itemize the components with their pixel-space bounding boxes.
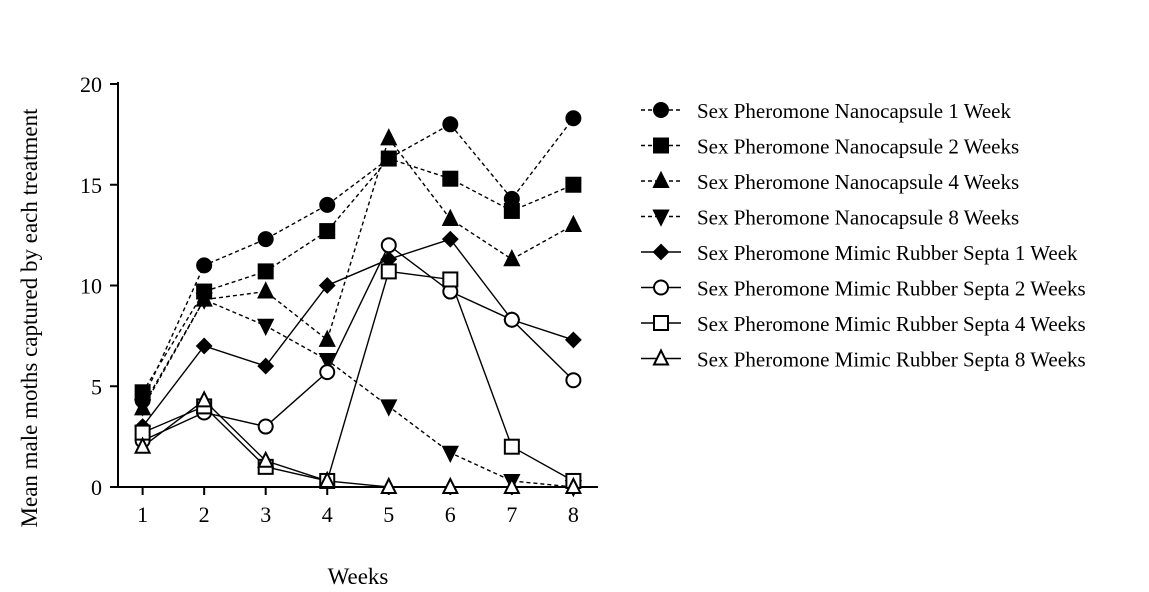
legend-marker <box>653 137 669 154</box>
data-point-s4-2 <box>195 292 213 310</box>
legend-marker <box>653 315 669 331</box>
data-point-s8-1 <box>133 436 152 454</box>
series-line-6 <box>142 244 574 442</box>
data-point-s1-2 <box>196 257 213 274</box>
legend-marker <box>652 348 670 366</box>
data-point-s8-8 <box>564 476 583 494</box>
data-point-s3-5 <box>380 128 398 146</box>
y-tick-label: 0 <box>91 475 102 500</box>
data-point-s1-6 <box>442 116 459 133</box>
x-tick-label: 4 <box>322 502 333 527</box>
data-point-s5-3 <box>257 357 275 375</box>
legend-item-1: Sex Pheromone Nanocapsule 1 Week <box>641 99 1012 123</box>
x-tick-label: 5 <box>383 502 394 527</box>
legend-item-7: Sex Pheromone Mimic Rubber Septa 4 Weeks <box>641 312 1086 336</box>
data-point-s3-6 <box>441 208 459 227</box>
x-tick-label: 1 <box>137 502 148 527</box>
data-point-s8-4 <box>318 470 336 488</box>
legend-item-2: Sex Pheromone Nanocapsule 2 Weeks <box>641 135 1019 159</box>
x-tick-label: 2 <box>199 502 210 527</box>
data-point-s2-4 <box>319 223 336 240</box>
data-point-s6-4 <box>319 364 336 381</box>
legend-label: Sex Pheromone Nanocapsule 1 Week <box>697 99 1012 123</box>
series-line-5 <box>142 238 574 427</box>
legend-label: Sex Pheromone Nanocapsule 2 Weeks <box>697 135 1019 159</box>
legend-label: Sex Pheromone Mimic Rubber Septa 2 Weeks <box>697 277 1086 301</box>
data-point-s7-6 <box>442 271 459 288</box>
data-point-s4-6 <box>441 445 459 463</box>
legend-label: Sex Pheromone Nanocapsule 4 Weeks <box>697 170 1019 194</box>
x-tick-label: 8 <box>568 502 579 527</box>
series-line-3 <box>142 136 574 409</box>
data-point-s8-7 <box>503 476 521 494</box>
data-point-s5-6 <box>441 230 459 248</box>
data-point-s5-2 <box>195 337 213 355</box>
data-point-s1-4 <box>319 196 336 213</box>
series-line-7 <box>142 270 574 482</box>
data-point-s6-3 <box>257 418 274 435</box>
data-point-s7-5 <box>380 263 397 280</box>
data-point-s2-5 <box>380 150 397 167</box>
plot-area: 0 5 10 15 20 1 2 3 4 5 6 7 8 <box>80 72 598 527</box>
data-point-s3-4 <box>318 329 336 347</box>
legend-label: Sex Pheromone Mimic Rubber Septa 4 Weeks <box>697 312 1086 336</box>
data-point-s3-7 <box>503 249 521 267</box>
data-point-s3-8 <box>564 214 583 233</box>
y-axis-title: Mean male moths captured by each treatme… <box>17 108 42 528</box>
legend-item-4: Sex Pheromone Nanocapsule 8 Weeks <box>641 206 1019 230</box>
legend-label: Sex Pheromone Mimic Rubber Septa 8 Weeks <box>697 348 1086 372</box>
data-point-s6-5 <box>380 237 397 254</box>
legend-marker <box>653 279 669 296</box>
series-line-8 <box>142 399 574 488</box>
y-tick-label: 20 <box>80 72 102 97</box>
data-point-s6-8 <box>565 372 582 389</box>
legend-marker <box>653 102 669 118</box>
data-point-s8-6 <box>441 476 459 494</box>
data-point-s4-5 <box>380 399 398 417</box>
data-point-s8-5 <box>380 476 398 494</box>
data-point-s2-7 <box>503 202 520 219</box>
data-point-s1-8 <box>565 110 582 127</box>
legend-label: Sex Pheromone Mimic Rubber Septa 1 Week <box>697 241 1078 265</box>
data-point-s5-8 <box>564 331 582 349</box>
data-point-s3-3 <box>257 281 275 299</box>
data-point-s2-1 <box>134 384 151 401</box>
data-point-s7-7 <box>503 438 520 455</box>
data-point-s8-2 <box>195 390 213 408</box>
y-tick-label: 10 <box>80 274 102 299</box>
legend-item-3: Sex Pheromone Nanocapsule 4 Weeks <box>641 170 1019 194</box>
data-point-s1-3 <box>257 231 274 248</box>
x-axis-title: Weeks <box>328 564 389 589</box>
data-point-s4-3 <box>257 318 275 337</box>
data-point-s4-4 <box>318 353 336 371</box>
data-point-s2-6 <box>442 170 459 187</box>
y-tick-label: 15 <box>80 173 102 198</box>
data-point-s4-1 <box>133 399 152 417</box>
series-line-2 <box>142 157 574 393</box>
series-line-4 <box>142 298 574 488</box>
data-point-s2-3 <box>257 263 274 280</box>
x-tick-label: 6 <box>445 502 456 527</box>
legend-label: Sex Pheromone Nanocapsule 8 Weeks <box>697 206 1019 230</box>
y-tick-label: 5 <box>91 374 102 399</box>
data-point-s2-8 <box>565 176 582 193</box>
legend-item-6: Sex Pheromone Mimic Rubber Septa 2 Weeks <box>641 277 1086 301</box>
legend-marker <box>652 170 670 188</box>
x-tick-label: 3 <box>260 502 271 527</box>
x-tick-label: 7 <box>506 502 517 527</box>
legend-marker <box>652 209 670 227</box>
data-point-s5-4 <box>318 277 336 294</box>
legend-item-5: Sex Pheromone Mimic Rubber Septa 1 Week <box>641 241 1078 265</box>
data-point-s8-3 <box>257 450 275 468</box>
legend: Sex Pheromone Nanocapsule 1 Week Sex Pher… <box>641 99 1086 372</box>
series-line-1 <box>141 117 574 401</box>
data-point-s6-7 <box>503 311 520 328</box>
legend-item-8: Sex Pheromone Mimic Rubber Septa 8 Weeks <box>641 348 1086 372</box>
legend-marker <box>652 243 670 261</box>
